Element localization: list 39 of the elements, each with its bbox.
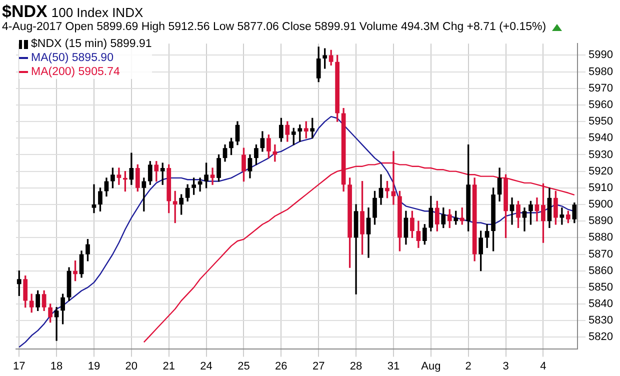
- y-tick-label: 5840: [588, 298, 614, 310]
- x-tick-label: 18: [50, 360, 63, 372]
- x-tick-label: 21: [162, 360, 175, 372]
- x-tick-label: 19: [88, 360, 100, 372]
- y-tick-label: 5930: [588, 148, 614, 161]
- x-tick-label: 31: [387, 360, 400, 372]
- y-tick-label: 5860: [588, 264, 614, 277]
- x-tick-label: 24: [200, 360, 212, 372]
- x-tick-label: 3: [502, 360, 509, 372]
- y-tick-label: 5970: [588, 82, 614, 94]
- x-tick-label: 25: [238, 360, 250, 372]
- y-tick-label: 5900: [588, 198, 614, 211]
- y-tick-label: 5960: [588, 99, 614, 112]
- legend-label: MA(50) 5895.90: [31, 51, 114, 65]
- x-tick-label: 17: [12, 360, 26, 372]
- text: 4-Aug-2017 Open 5899.69 High 5912.56 Low 5877.06 Close 5899.91 Volume 494.3M Chg +8.71 (+0.15%): [2, 21, 546, 33]
- y-tick-label: 5990: [588, 49, 614, 62]
- legend-label: $NDX (15 min) 5899.91: [31, 37, 152, 51]
- y-tick-label: 5890: [588, 215, 614, 228]
- x-tick-label: 20: [125, 360, 138, 372]
- x-tick-label: Aug: [421, 360, 441, 372]
- x-tick-label: 2: [465, 360, 472, 372]
- y-tick-label: 5880: [588, 232, 614, 244]
- y-tick-label: 5980: [588, 66, 614, 78]
- x-tick-label: 28: [350, 360, 362, 372]
- y-tick-label: 5910: [588, 182, 614, 194]
- chart-title: $NDX: [2, 2, 48, 21]
- y-tick-label: 5920: [588, 165, 614, 178]
- y-tick-label: 5940: [588, 132, 614, 144]
- y-tick-label: 5820: [588, 331, 614, 344]
- x-tick-label: 4: [540, 360, 546, 372]
- y-tick-label: 5850: [588, 281, 614, 294]
- x-tick-label: 27: [312, 360, 325, 372]
- y-tick-label: 5830: [588, 314, 614, 327]
- chart-subtitle: 100 Index INDX: [51, 5, 144, 20]
- legend-label: MA(200) 5905.74: [31, 65, 120, 79]
- y-tick-label: 5950: [588, 116, 614, 128]
- x-tick-label: 26: [275, 360, 288, 372]
- y-tick-label: 5870: [588, 248, 614, 260]
